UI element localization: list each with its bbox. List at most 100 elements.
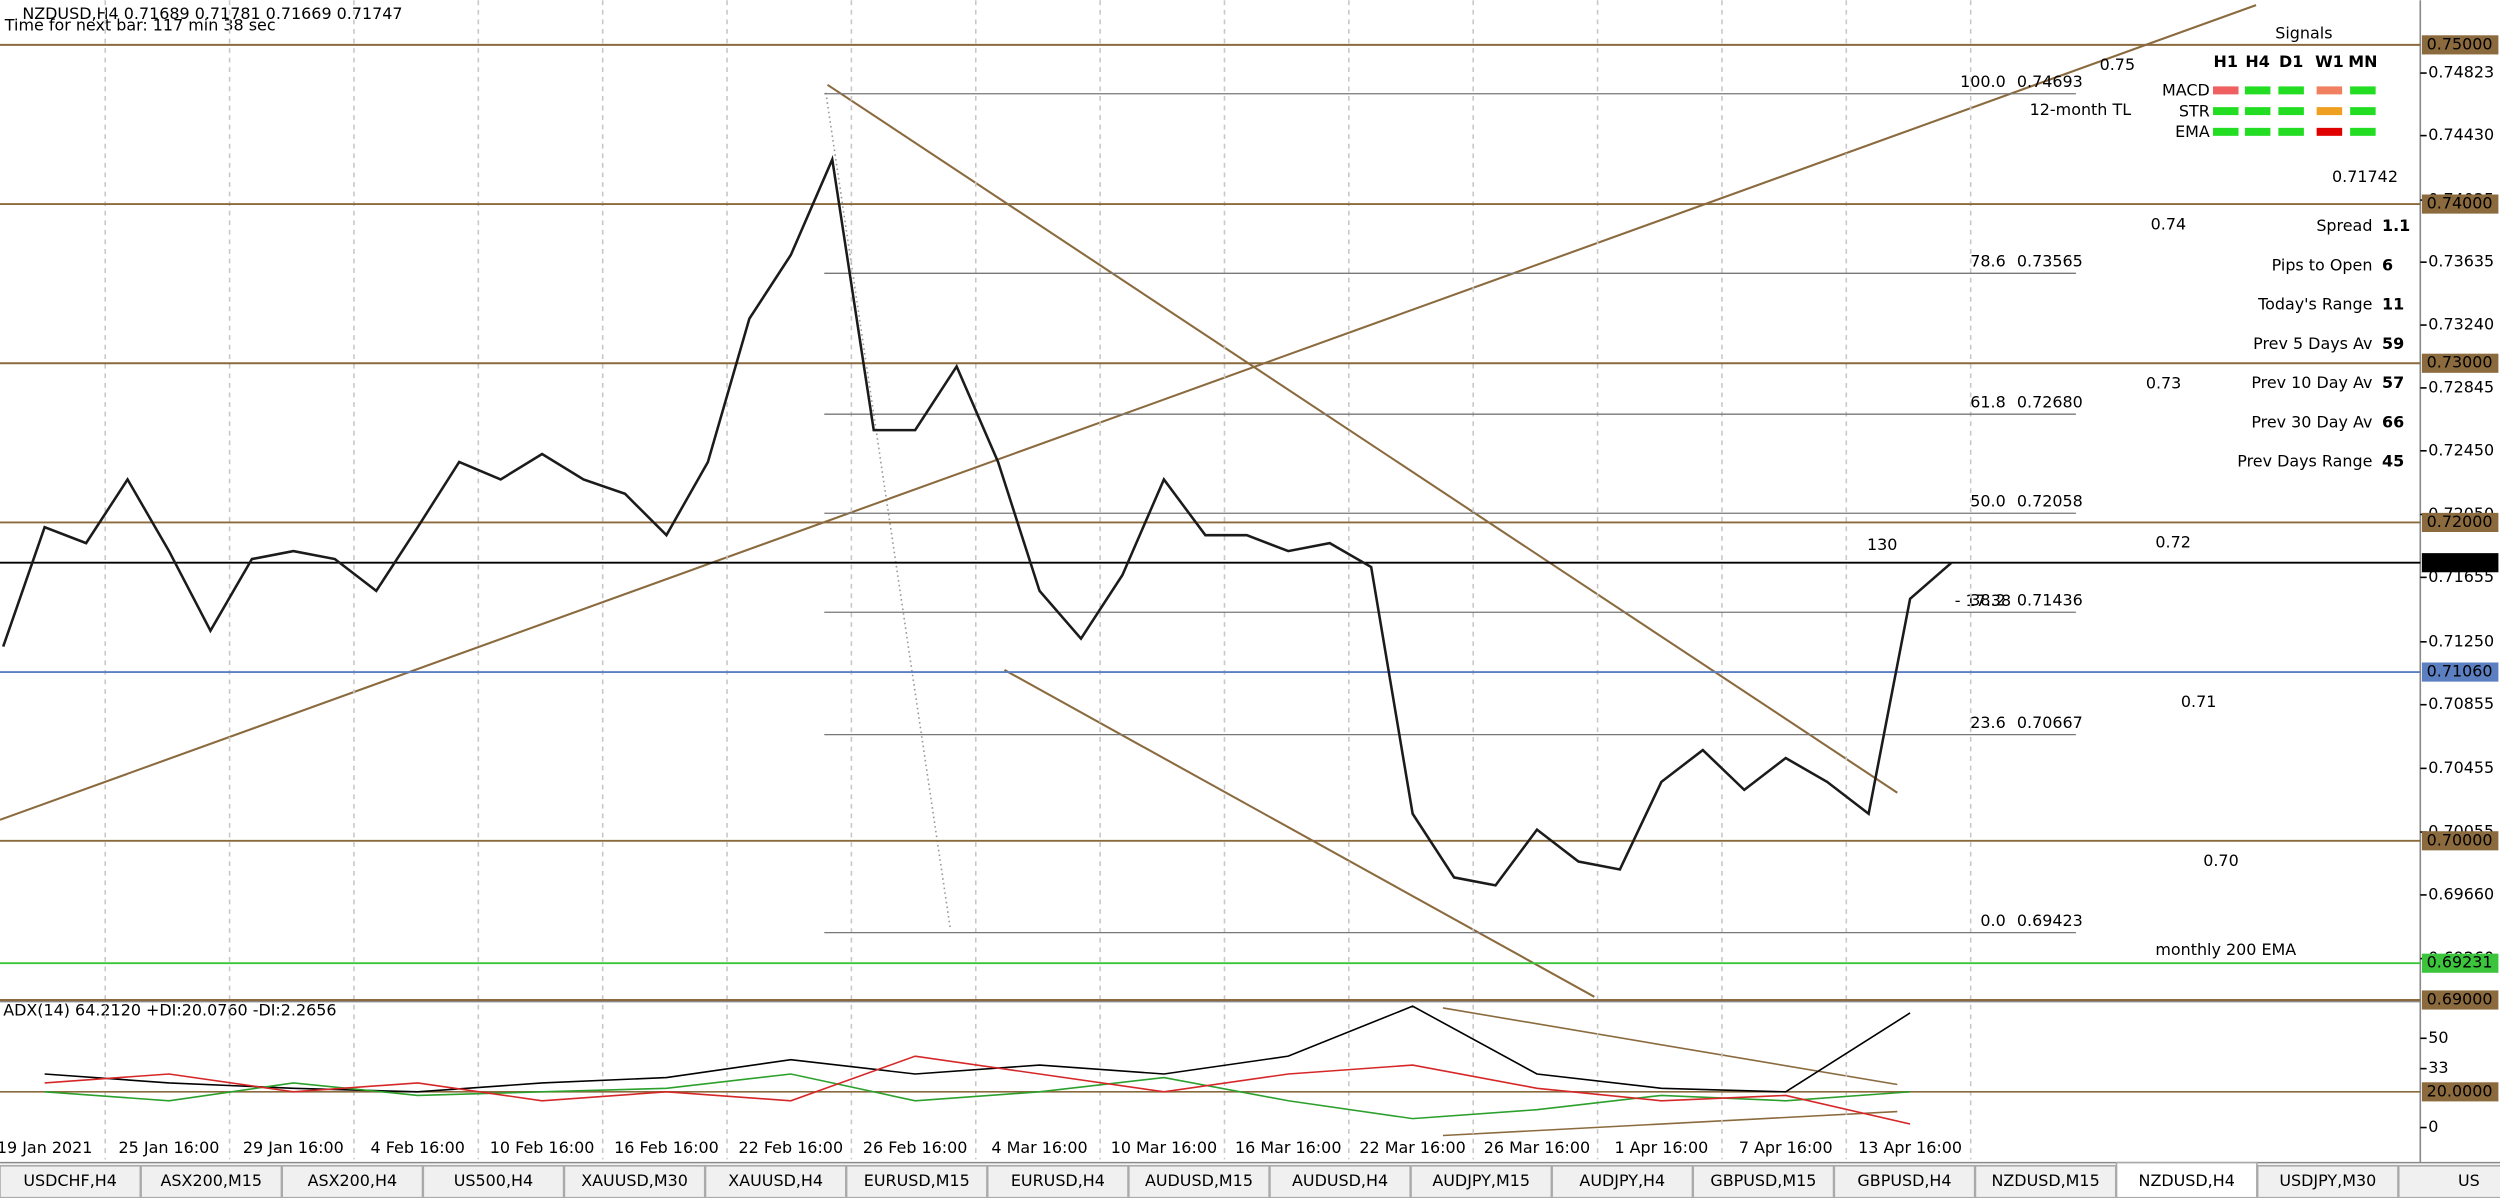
trendline	[1003, 669, 1595, 998]
level-label: 0.71	[2181, 692, 2217, 711]
stat-value: 59	[2382, 334, 2404, 353]
y-tick-label: 0.73240	[2428, 315, 2494, 334]
y-tick-label: 33	[2428, 1058, 2448, 1077]
x-tick-label: 7 Apr 16:00	[1739, 1138, 1833, 1157]
tab-label[interactable]: AUDJPY,M15	[1432, 1171, 1530, 1190]
tab-label[interactable]: NZDUSD,H4	[2139, 1171, 2235, 1190]
stat-label: Pips to Open	[2272, 255, 2373, 274]
indicator-title: ADX(14) 64.2120 +DI:20.0760 -DI:2.2656	[3, 1001, 336, 1020]
stat-value: 1.1	[2382, 216, 2410, 235]
tab-label[interactable]: AUDJPY,H4	[1579, 1171, 1665, 1190]
indicator-series	[44, 1073, 1911, 1120]
price-box-label: 0.75000	[2427, 34, 2493, 53]
tab-bar: USDCHF,H4 ASX200,M15 ASX200,H4 US500,H4 XAUU…	[0, 1161, 2500, 1198]
stat-label: Prev 10 Day Av	[2251, 373, 2372, 392]
fib-level: 0.0	[1980, 911, 2005, 930]
price-box	[2421, 35, 2499, 55]
tab-label[interactable]: USDCHF,H4	[23, 1171, 117, 1190]
tab-label[interactable]: XAUUSD,H4	[728, 1171, 823, 1190]
x-tick-label: 26 Feb 16:00	[863, 1138, 968, 1157]
tab[interactable]	[563, 1165, 706, 1198]
annotation: monthly 200 EMA	[2155, 940, 2296, 959]
tab-label[interactable]: GBPUSD,H4	[1857, 1171, 1951, 1190]
price-box-label: 0.74000	[2427, 194, 2493, 213]
signal-cell	[2316, 127, 2343, 136]
current-price: 0.71742	[2332, 167, 2398, 186]
annotation: 12-month TL	[2030, 100, 2132, 119]
price-box-label: 0.69231	[2427, 953, 2493, 972]
y-tick-label: 50	[2428, 1028, 2448, 1047]
price-box	[2421, 512, 2499, 533]
stat-value: 45	[2382, 452, 2404, 471]
signal-row: EMA	[2175, 122, 2210, 141]
signal-cell	[2213, 127, 2239, 136]
signal-cell	[2350, 86, 2376, 95]
tab-label[interactable]: USDJPY,M30	[2279, 1171, 2376, 1190]
tab-label[interactable]: AUDUSD,H4	[1292, 1171, 1388, 1190]
tab[interactable]	[2397, 1165, 2500, 1198]
y-tick-label: 0.69660	[2428, 884, 2494, 903]
price-box-label: 0.69000	[2427, 989, 2493, 1008]
price-box	[2421, 662, 2499, 682]
tab[interactable]	[281, 1165, 424, 1198]
signal-row: MACD	[2162, 81, 2210, 100]
x-tick-label: 1 Apr 16:00	[1614, 1138, 1708, 1157]
signal-cell	[2316, 107, 2343, 116]
price-box	[2421, 553, 2499, 573]
fib-price: 0.72680	[2017, 393, 2083, 412]
tab-label[interactable]: EURUSD,M15	[864, 1171, 970, 1190]
annotation: - 17.38	[1955, 591, 2011, 610]
fib-price: 0.70667	[2017, 713, 2083, 732]
drawing-line	[825, 92, 952, 929]
tab-label[interactable]: ASX200,M15	[161, 1171, 262, 1190]
price-box-label: 0.72000	[2427, 512, 2493, 531]
indicator-series	[44, 1005, 1911, 1093]
tab[interactable]	[1269, 1165, 1412, 1198]
tab[interactable]	[1551, 1165, 1694, 1198]
level-label: 0.72	[2155, 533, 2191, 552]
tab-label[interactable]: EURUSD,H4	[1011, 1171, 1105, 1190]
tab-label[interactable]: ASX200,H4	[308, 1171, 398, 1190]
signal-cell	[2278, 86, 2304, 95]
trendline	[0, 4, 2257, 821]
signal-row: STR	[2179, 101, 2210, 120]
x-tick-label: 10 Feb 16:00	[490, 1138, 595, 1157]
tab[interactable]	[1410, 1165, 1553, 1198]
price-box-label: 0.70000	[2427, 830, 2493, 849]
signal-cell	[2350, 127, 2376, 136]
fib-level: 78.6	[1970, 252, 2006, 271]
tab[interactable]	[2115, 1161, 2258, 1198]
x-tick-label: 19 Jan 2021	[0, 1138, 92, 1157]
signal-cell	[2350, 107, 2376, 116]
x-tick-label: 22 Mar 16:00	[1359, 1138, 1465, 1157]
fib-price: 0.74693	[2017, 72, 2083, 91]
tab-label[interactable]: NZDUSD,M15	[1991, 1171, 2099, 1190]
y-tick-label: 0.73635	[2428, 252, 2494, 271]
signals-title: Signals	[2275, 23, 2332, 42]
annotation: 130	[1867, 535, 1897, 554]
tab-label[interactable]: US500,H4	[454, 1171, 533, 1190]
tab[interactable]	[704, 1165, 847, 1198]
fib-level: 38.2	[1970, 591, 2006, 610]
tab[interactable]	[986, 1165, 1129, 1198]
x-tick-label: 4 Feb 16:00	[371, 1138, 465, 1157]
price-box	[2421, 990, 2499, 1010]
level-label: 0.75	[2100, 55, 2136, 74]
price-box	[2421, 353, 2499, 373]
indicator-series	[44, 1055, 1911, 1125]
x-tick-label: 25 Jan 16:00	[119, 1138, 220, 1157]
tab-label[interactable]: GBPUSD,M15	[1710, 1171, 1816, 1190]
tab-label[interactable]: US	[2458, 1171, 2480, 1190]
tab-label[interactable]: AUDUSD,M15	[1145, 1171, 1253, 1190]
bar-timer: Time for next bar: 117 min 38 sec	[4, 15, 276, 34]
tab[interactable]	[1974, 1165, 2117, 1198]
stat-value: 57	[2382, 373, 2404, 392]
tab-label[interactable]: XAUUSD,M30	[581, 1171, 688, 1190]
trendline	[826, 83, 1898, 794]
price-box	[2421, 831, 2499, 851]
tab[interactable]	[422, 1165, 565, 1198]
y-tick-label: 0.74430	[2428, 125, 2494, 144]
